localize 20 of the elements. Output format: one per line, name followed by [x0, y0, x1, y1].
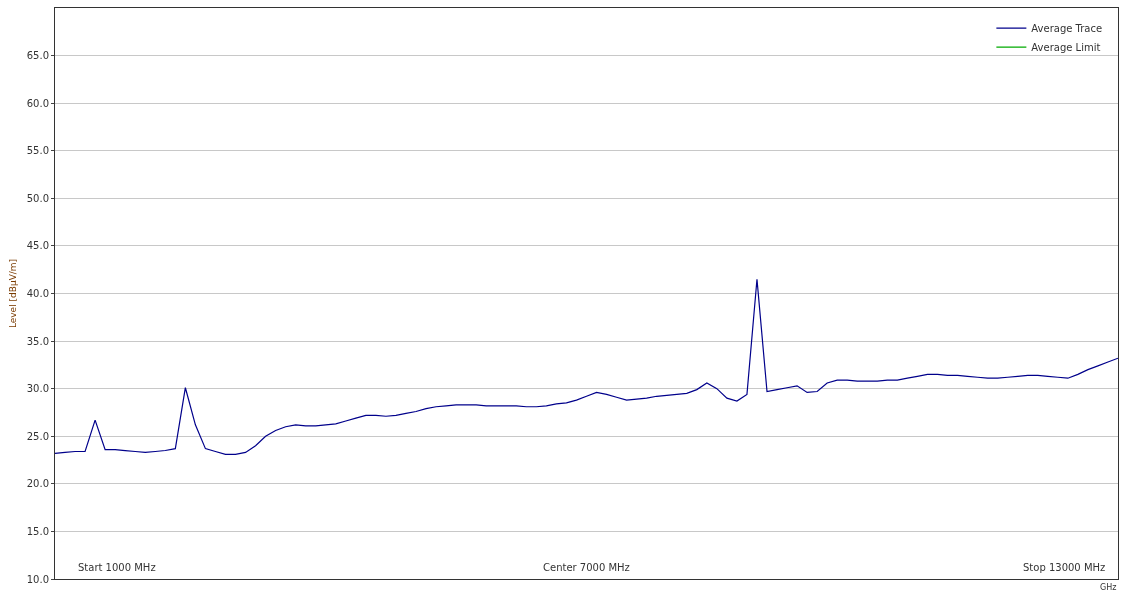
y-tick-label: 50.0: [26, 192, 49, 204]
legend-label: Average Limit: [1031, 42, 1101, 54]
y-tick-label: 45.0: [26, 240, 49, 252]
y-tick-label: 10.0: [26, 573, 49, 585]
x-axis-title: GHz: [1100, 583, 1117, 592]
y-axis-title: Level [dBµV/m]: [8, 258, 19, 329]
annotation: Start 1000 MHz: [78, 562, 156, 573]
y-tick-label: 40.0: [26, 288, 49, 299]
y-tick-label: 65.0: [26, 50, 49, 62]
line-series: [55, 278, 1118, 455]
y-tick-label: 15.0: [26, 525, 49, 537]
annotation: Stop 13000 MHz: [1023, 562, 1106, 573]
y-tick-label: 30.0: [26, 383, 49, 395]
y-tick-label: 25.0: [26, 430, 49, 442]
y-tick-label: 20.0: [26, 478, 49, 490]
y-tick-label: 55.0: [26, 145, 49, 157]
y-tick-label: 35.0: [26, 335, 49, 347]
y-tick-label: 60.0: [26, 97, 49, 109]
annotation: Center 7000 MHz: [543, 562, 630, 573]
legend-label: Average Trace: [1031, 23, 1103, 35]
